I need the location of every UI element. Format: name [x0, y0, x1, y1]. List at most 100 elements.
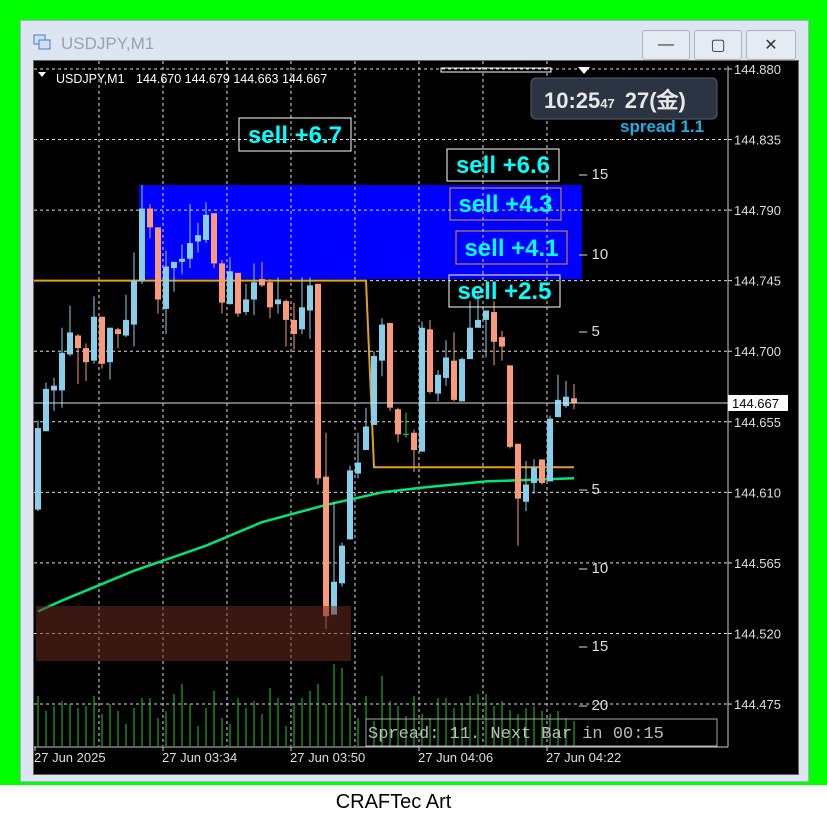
candle-body — [499, 337, 505, 347]
price-tick-label: 144.700 — [734, 344, 781, 359]
candle-body — [299, 307, 305, 330]
candle-body — [515, 443, 521, 499]
candle — [331, 501, 337, 615]
candle-body — [35, 428, 41, 510]
candle-body — [371, 355, 377, 425]
candle-body — [443, 357, 449, 378]
candle — [395, 407, 401, 443]
candle — [363, 407, 369, 451]
candle — [91, 296, 97, 364]
signal-box — [455, 230, 568, 265]
candle-body — [291, 319, 297, 334]
candle-body — [251, 282, 257, 300]
level-line — [34, 279, 574, 469]
chart-window-icon — [33, 34, 51, 50]
moving-average-line — [37, 476, 575, 613]
chart-window: USDJPY,M1 — ▢ ✕ 144.880 144.835 144.790 144… — [20, 20, 809, 782]
candle-body — [139, 208, 145, 281]
blurred-watermark — [36, 606, 351, 661]
candle — [523, 461, 529, 512]
candle — [555, 374, 561, 418]
candle — [475, 291, 481, 328]
candle — [243, 283, 249, 316]
candle-body — [43, 388, 49, 432]
pips-tick-label: – 10 — [579, 246, 608, 263]
candle — [403, 412, 409, 438]
close-button[interactable]: ✕ — [746, 30, 796, 60]
window-title: USDJPY,M1 — [61, 34, 155, 53]
candle — [315, 283, 321, 485]
price-chart[interactable]: 144.880 144.835 144.790 144.745 144.700 144.6… — [34, 61, 798, 774]
price-tick-label: 144.565 — [734, 556, 781, 571]
candle — [35, 420, 41, 512]
candle-body — [235, 272, 241, 314]
candle-body — [259, 279, 265, 286]
candle — [171, 261, 177, 292]
candle-body — [187, 243, 193, 259]
candle — [51, 377, 57, 411]
time-tick-label: 27 Jun 2025 — [34, 750, 106, 765]
candle-body — [435, 374, 441, 394]
candle — [291, 302, 297, 350]
candle — [75, 333, 81, 385]
candle — [307, 277, 313, 339]
current-price-label: 144.667 — [732, 396, 779, 411]
title-bar[interactable]: USDJPY,M1 — ▢ ✕ — [21, 21, 808, 61]
candle — [435, 370, 441, 402]
candle-body — [83, 348, 89, 363]
pips-tick-label: – 20 — [579, 697, 608, 714]
candle-body — [59, 352, 65, 391]
candle-body — [323, 476, 329, 617]
candle — [563, 381, 569, 408]
candle — [451, 332, 457, 402]
candle-body — [563, 396, 569, 407]
candle-body — [147, 208, 153, 228]
candle-body — [419, 327, 425, 452]
candle — [59, 327, 65, 408]
candle-body — [243, 299, 249, 313]
candle — [379, 318, 385, 377]
status-text: Spread: 11. Next Bar in 00:15 — [368, 725, 664, 744]
candle — [371, 351, 377, 425]
candle-body — [507, 365, 513, 447]
candle-body — [387, 323, 393, 408]
candle — [195, 222, 201, 253]
chart-ohlc: 144.670 144.679 144.663 144.667 — [136, 72, 327, 86]
candle-body — [315, 283, 321, 479]
candle — [355, 432, 361, 479]
collapse-triangle-icon — [38, 72, 46, 77]
status-box — [365, 718, 718, 747]
signal-box — [448, 274, 561, 308]
candle-body — [363, 426, 369, 451]
candle-body — [51, 385, 57, 391]
candle-body — [307, 285, 313, 311]
candle — [531, 459, 537, 494]
candle — [419, 321, 425, 452]
caption: CRAFTec Art — [335, 791, 452, 813]
minimize-button[interactable]: — — [642, 30, 690, 60]
candle — [427, 319, 433, 394]
candle-body — [411, 432, 417, 451]
candle-body — [107, 327, 113, 363]
signal-box — [238, 117, 352, 152]
candle-body — [75, 335, 81, 349]
maximize-button[interactable]: ▢ — [694, 30, 742, 60]
time-tick-label: 27 Jun 04:22 — [546, 750, 621, 765]
clock-panel — [530, 77, 718, 120]
candle-body — [339, 545, 345, 584]
candle — [467, 301, 473, 360]
signal-label: sell +2.5 — [457, 278, 551, 305]
time-tick-label: 27 Jun 04:06 — [418, 750, 493, 765]
signal-label: sell +4.3 — [458, 191, 552, 218]
signal-label: sell +4.1 — [464, 235, 558, 262]
candle — [211, 213, 217, 269]
chart-area[interactable]: 144.880 144.835 144.790 144.745 144.700 144.6… — [33, 60, 799, 775]
candle — [539, 459, 545, 485]
shift-marker-icon — [578, 67, 590, 74]
time-tick-label: 27 Jun 03:34 — [162, 750, 237, 765]
candle — [115, 327, 121, 349]
candle — [443, 340, 449, 386]
candle — [259, 261, 265, 287]
candle — [571, 384, 577, 410]
candle — [163, 250, 169, 334]
